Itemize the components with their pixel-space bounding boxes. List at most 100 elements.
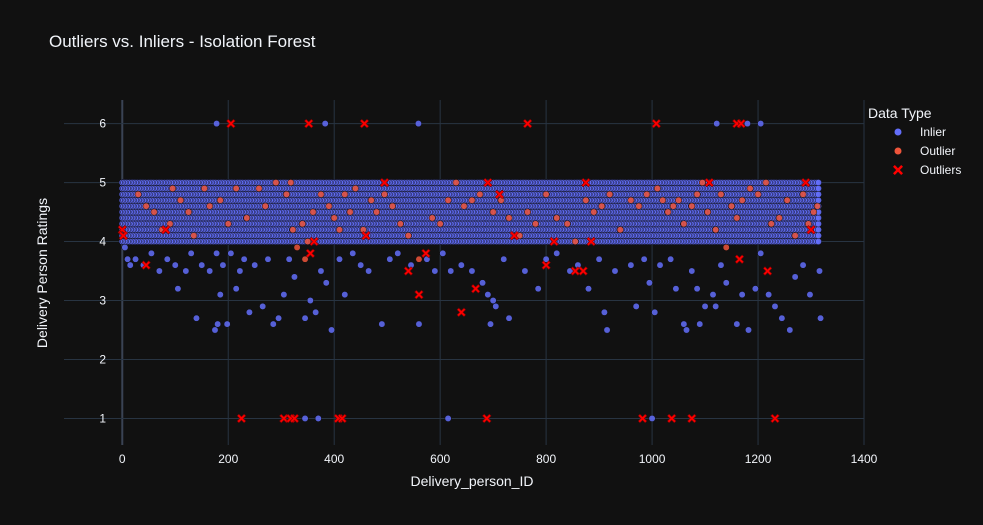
inlier-point <box>479 279 486 287</box>
inlier-point <box>171 261 179 269</box>
data-points <box>117 118 825 424</box>
inlier-point <box>585 285 592 293</box>
inlier-point <box>182 267 190 275</box>
inlier-point <box>126 261 134 269</box>
inlier-point <box>357 261 365 269</box>
x-tick-label: 200 <box>218 452 238 466</box>
inlier-point <box>259 302 267 310</box>
y-tick-label: 6 <box>99 117 106 131</box>
inlier-point <box>791 273 799 281</box>
chart-title: Outliers vs. Inliers - Isolation Forest <box>49 32 316 51</box>
inlier-point <box>814 238 822 245</box>
inlier-point <box>765 291 773 299</box>
inlier-point <box>236 267 244 275</box>
inlier-point <box>187 249 195 257</box>
outlier-point <box>232 185 240 192</box>
inlier-point <box>553 249 561 257</box>
inlier-point <box>738 291 746 299</box>
outlier-point <box>206 202 214 210</box>
x-tick-label: 800 <box>536 452 556 466</box>
inlier-point <box>251 261 259 269</box>
inlier-point <box>745 326 752 334</box>
outlier-point <box>261 202 269 210</box>
inlier-point <box>132 255 139 263</box>
inlier-point <box>193 314 200 322</box>
outlier-point <box>177 196 185 204</box>
inlier-point <box>487 320 494 328</box>
inlier-point <box>595 255 603 263</box>
inlier-point <box>534 285 542 293</box>
inlier-point <box>757 120 765 128</box>
inlier-point <box>155 267 163 275</box>
x-tick-label: 0 <box>119 452 126 466</box>
inlier-point <box>291 273 298 281</box>
outlier-point <box>287 179 295 187</box>
inlier-point <box>415 320 423 328</box>
inlier-point <box>712 302 720 310</box>
inlier-point <box>645 279 653 287</box>
inlier-point <box>328 326 335 334</box>
inlier-point <box>505 314 513 322</box>
inlier-point <box>627 261 635 269</box>
inlier-point <box>814 190 822 198</box>
inlier-point <box>301 415 309 422</box>
inlier-point <box>341 291 349 299</box>
inlier-point <box>214 320 222 328</box>
inlier-point <box>312 308 320 316</box>
inlier-point <box>651 308 659 316</box>
inlier-point <box>814 214 822 222</box>
inlier-point <box>709 291 717 299</box>
inlier-point <box>611 267 619 275</box>
inlier-point <box>688 267 696 275</box>
inlier-point <box>227 249 235 257</box>
x-tick-label: 1000 <box>639 452 666 466</box>
inlier-point <box>640 255 648 263</box>
inlier-point <box>600 308 608 316</box>
outlier-point <box>224 220 232 228</box>
y-tick-label: 3 <box>99 294 106 308</box>
inlier-point <box>414 120 422 128</box>
inlier-point <box>285 255 293 263</box>
inlier-point <box>317 267 325 275</box>
inlier-point <box>280 291 288 299</box>
y-tick-label: 4 <box>99 235 106 249</box>
inlier-point <box>174 285 182 293</box>
outlier-point <box>185 208 192 216</box>
inlier-point <box>322 279 330 287</box>
outlier-point <box>169 185 177 192</box>
inlier-point <box>314 415 322 422</box>
inlier-point <box>722 279 730 287</box>
outlier-point <box>293 243 301 251</box>
inlier-point <box>275 314 283 322</box>
inlier-point <box>696 320 704 328</box>
inlier-point <box>365 267 373 275</box>
inlier-point <box>468 267 476 275</box>
inlier-point <box>733 320 741 328</box>
inlier-point <box>240 255 248 263</box>
outlier-point <box>216 196 224 204</box>
inlier-point <box>386 255 394 263</box>
outlier-point <box>289 226 297 234</box>
outlier-point <box>243 214 251 222</box>
inlier-point <box>163 255 171 263</box>
inlier-point <box>216 291 224 299</box>
inlier-point <box>521 267 529 275</box>
inlier-point <box>213 249 221 257</box>
inlier-point <box>213 120 221 128</box>
inlier-point <box>667 255 675 263</box>
inlier-point <box>717 261 725 269</box>
inlier-point <box>713 120 721 128</box>
inlier-point <box>799 261 807 269</box>
inlier-point <box>444 415 452 422</box>
inlier-point <box>771 302 779 310</box>
inlier-point <box>751 285 759 293</box>
inlier-point <box>349 249 357 257</box>
inlier-point <box>672 285 680 293</box>
inlier-point <box>223 320 231 328</box>
inlier-point <box>693 285 701 293</box>
inlier-point <box>683 326 690 334</box>
inlier-point <box>232 285 240 293</box>
outlier-point <box>142 202 150 210</box>
inlier-point <box>817 314 825 322</box>
